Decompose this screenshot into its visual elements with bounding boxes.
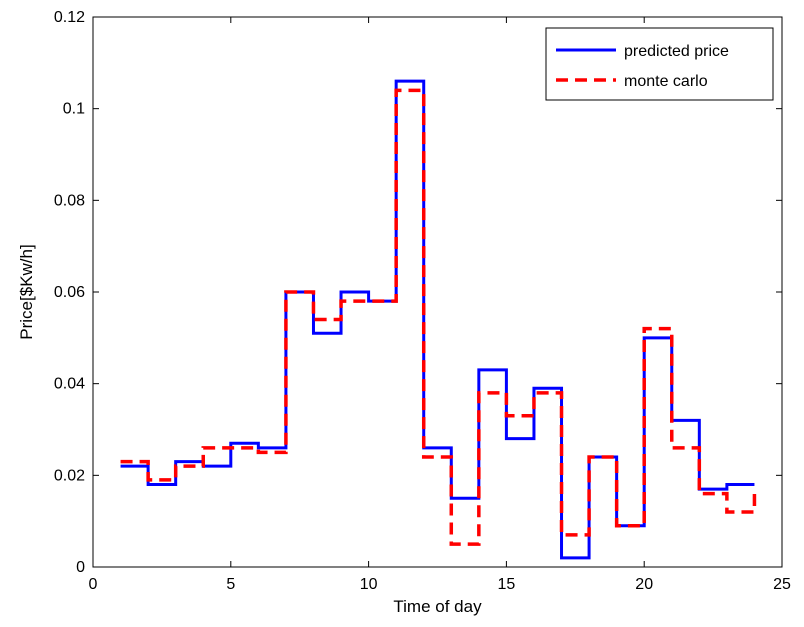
x-tick-label: 20 [635, 576, 653, 593]
legend-label-monte-carlo: monte carlo [624, 73, 708, 90]
x-tick-label: 0 [89, 576, 98, 593]
x-tick-label: 15 [498, 576, 516, 593]
x-tick-label: 25 [773, 576, 791, 593]
x-tick-label: 10 [360, 576, 378, 593]
y-tick-label: 0.08 [54, 192, 85, 209]
x-axis-label: Time of day [393, 597, 482, 616]
plot-frame [92, 16, 783, 568]
y-axis-label: Price[$Kw/h] [17, 244, 36, 339]
y-tick-label: 0.06 [54, 284, 85, 301]
y-tick-label: 0.04 [54, 376, 85, 393]
x-tick-label: 5 [226, 576, 235, 593]
y-tick-label: 0.1 [63, 101, 85, 118]
legend-box [545, 27, 774, 101]
series-line-predicted-price [120, 79, 755, 560]
legend-label-predicted-price: predicted price [624, 43, 729, 60]
y-tick-label: 0.02 [54, 467, 85, 484]
x-axis-ticks: 0 5 10 15 20 25 [89, 17, 791, 593]
series-line-monte-carlo [120, 88, 757, 546]
y-tick-label: 0.12 [54, 9, 85, 26]
y-tick-label: 0 [76, 559, 85, 576]
legend: predicted price monte carlo [545, 27, 774, 101]
series-layer [120, 79, 757, 560]
